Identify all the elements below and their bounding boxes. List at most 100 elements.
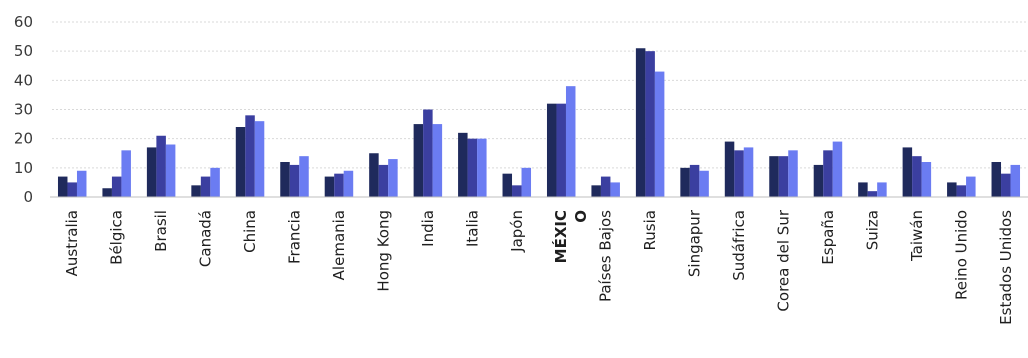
bar-india-series-2 [423, 109, 433, 197]
y-tick-label: 20 [14, 130, 33, 148]
bar-rusia-series-3 [654, 71, 665, 197]
bar-taiwán-series-1 [902, 147, 913, 197]
x-category-label: Japón [508, 210, 526, 253]
bar-francia-series-1 [280, 162, 290, 197]
y-tick-label: 10 [14, 159, 33, 177]
bar-reino-unido-series-3 [966, 176, 976, 197]
bar-estados-unidos-series-1 [991, 162, 1002, 197]
bar-países-bajos-series-2 [600, 176, 611, 197]
x-category-label: Estados Unidos [997, 210, 1015, 325]
bar-italia-series-1 [458, 132, 468, 197]
bar-reino-unido-series-2 [956, 185, 967, 197]
bars [57, 48, 1021, 197]
bar-rusia-series-1 [635, 48, 646, 197]
x-category-label: India [419, 210, 437, 247]
bar-italia-series-3 [477, 138, 487, 197]
x-category-label: Francia [286, 210, 304, 264]
bar-sudáfrica-series-1 [724, 141, 735, 197]
bar-china-series-3 [254, 121, 265, 197]
bar-taiwán-series-3 [921, 162, 932, 197]
x-category-label: Australia [63, 210, 81, 276]
bar-francia-series-3 [299, 156, 309, 197]
bar-suiza-series-2 [867, 191, 878, 197]
bar-singapur-series-1 [680, 167, 690, 197]
bar-canadá-series-1 [191, 185, 201, 197]
y-tick-label: 40 [14, 71, 33, 89]
y-tick-label: 0 [23, 188, 33, 206]
bar-corea-del-sur-series-2 [778, 156, 789, 197]
bar-brasil-series-2 [156, 135, 166, 197]
bar-españa-series-2 [823, 150, 833, 197]
bar-australia-series-1 [57, 176, 68, 197]
x-category-label: Sudáfrica [730, 210, 748, 281]
x-category-label: España [819, 210, 837, 265]
bar-sudáfrica-series-2 [734, 150, 744, 197]
x-category-label: O [572, 210, 590, 223]
bar-singapur-series-2 [689, 164, 700, 197]
bar-hong-kong-series-3 [388, 159, 398, 197]
y-tick-label: 50 [14, 42, 33, 60]
x-category-label: Bélgica [108, 210, 126, 265]
bar-brasil-series-3 [165, 144, 176, 197]
x-category-label: Corea del Sur [775, 209, 793, 311]
bar-alemania-series-3 [343, 170, 354, 197]
bar-canadá-series-3 [210, 167, 220, 197]
bar-estados-unidos-series-2 [1001, 173, 1011, 197]
bar-reino-unido-series-1 [947, 182, 957, 197]
bar-brasil-series-1 [146, 147, 157, 197]
bar-rusia-series-2 [645, 51, 655, 197]
bar-australia-series-3 [76, 170, 87, 197]
bar-bélgica-series-3 [121, 150, 131, 197]
bar-francia-series-2 [289, 164, 300, 197]
bar-australia-series-2 [67, 182, 77, 197]
bar-alemania-series-1 [324, 176, 335, 197]
x-category-label: Italia [463, 210, 481, 247]
x-category-label: Suiza [863, 210, 881, 250]
bar-japón-series-2 [512, 185, 522, 197]
bar-china-series-2 [245, 115, 255, 197]
bar-taiwán-series-2 [912, 156, 922, 197]
bar-méxico-series-3 [565, 86, 576, 197]
bar-méxico-series-1 [546, 103, 557, 197]
bar-bélgica-series-1 [102, 188, 112, 197]
bar-países-bajos-series-3 [610, 182, 620, 197]
bar-corea-del-sur-series-1 [769, 156, 779, 197]
bar-india-series-3 [432, 124, 443, 197]
bar-españa-series-3 [832, 141, 843, 197]
bar-estados-unidos-series-3 [1010, 164, 1021, 197]
bar-suiza-series-3 [877, 182, 887, 197]
x-category-label: MÉXIC [551, 210, 570, 263]
x-category-label: Países Bajos [597, 210, 615, 302]
bar-corea-del-sur-series-3 [788, 150, 798, 197]
y-axis-tick-labels: 0 10 20 30 40 50 60 [14, 13, 33, 206]
x-category-label: Canadá [197, 210, 215, 267]
x-category-label: Alemania [330, 210, 348, 280]
bar-alemania-series-2 [334, 173, 344, 197]
bar-españa-series-1 [813, 164, 824, 197]
bar-japón-series-1 [502, 173, 513, 197]
bar-singapur-series-3 [699, 170, 709, 197]
x-category-label: Reino Unido [952, 210, 970, 300]
bar-china-series-1 [235, 127, 246, 197]
bar-bélgica-series-2 [111, 176, 122, 197]
y-tick-label: 30 [14, 101, 33, 119]
x-category-label: Taiwán [908, 210, 926, 262]
x-category-label: China [241, 210, 259, 253]
gridlines [52, 21, 1028, 169]
bar-canadá-series-2 [200, 176, 211, 197]
y-tick-label: 60 [14, 13, 33, 31]
x-category-label: Singapur [686, 209, 704, 277]
x-category-label: Rusia [641, 210, 659, 250]
bar-sudáfrica-series-3 [743, 147, 754, 197]
x-category-label: Hong Kong [374, 210, 392, 292]
bar-hong-kong-series-1 [369, 153, 379, 197]
bar-hong-kong-series-2 [378, 164, 389, 197]
bar-países-bajos-series-1 [591, 185, 601, 197]
bar-suiza-series-1 [858, 182, 868, 197]
bar-japón-series-3 [521, 167, 532, 197]
x-category-label: Brasil [152, 210, 170, 252]
bar-italia-series-2 [467, 138, 478, 197]
bar-india-series-1 [413, 124, 424, 197]
x-axis-category-labels: Australia Bélgica Brasil Canadá China Francia… [63, 209, 1015, 325]
